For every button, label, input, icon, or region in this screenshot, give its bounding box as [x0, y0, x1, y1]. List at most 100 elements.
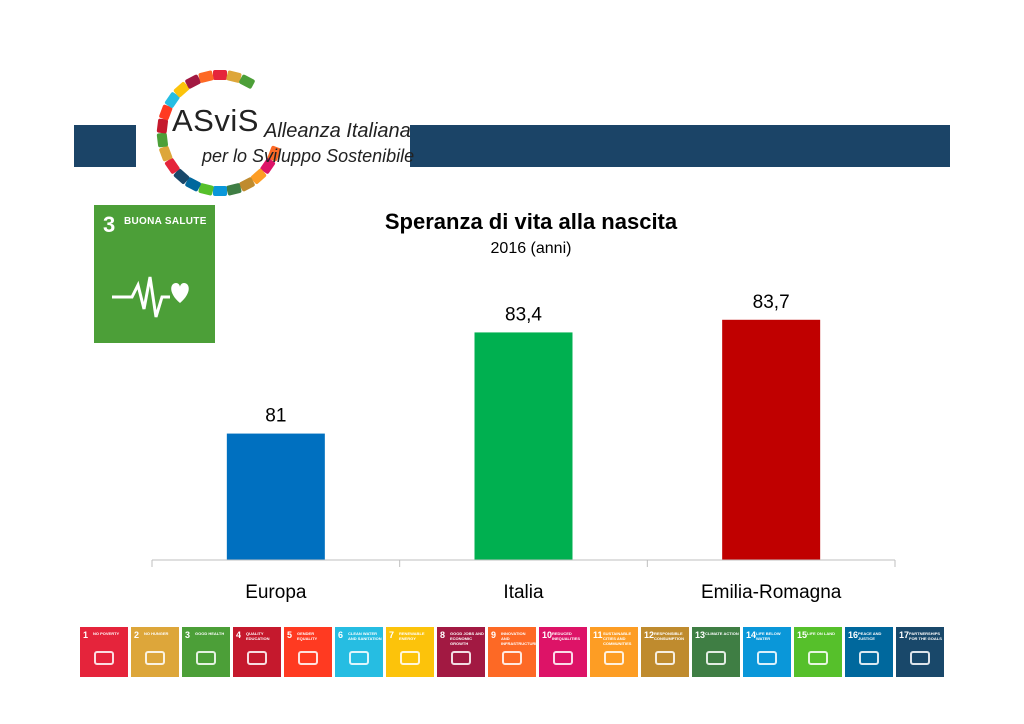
- sdg-tile-number: 5: [287, 630, 293, 640]
- data-label: 83,7: [753, 292, 790, 313]
- sdg-tile-14: 14 LIFE BELOW WATER: [743, 627, 791, 677]
- sdg-tile-number: 8: [440, 630, 446, 640]
- logo-ring-segment: [156, 132, 169, 148]
- rings-icon: [910, 651, 930, 665]
- bar-italia: [474, 332, 573, 560]
- sdg-tile-number: 10: [542, 630, 553, 640]
- category-label: Italia: [503, 582, 544, 603]
- data-label: 81: [265, 406, 286, 427]
- bowl-icon: [145, 651, 165, 665]
- tree-icon: [808, 651, 828, 665]
- logo-ring-segment: [159, 145, 173, 162]
- sdg-goals-strip: 1 NO POVERTY 2 NO HUNGER 3 GOOD HEALTH 4 QUALIT…: [80, 627, 944, 677]
- sdg-tile-12: 12 RESPONSIBLE CONSUMPTION: [641, 627, 689, 677]
- growth-chart-icon: [451, 651, 471, 665]
- chart-title: Speranza di vita alla nascita: [385, 209, 678, 234]
- sdg-tile-8: 8 GOOD JOBS AND ECONOMIC GROWTH: [437, 627, 485, 677]
- logo-ring-segment: [226, 70, 242, 83]
- logo-ring-icon: [156, 70, 281, 196]
- sdg-badge-label: BUONA SALUTE: [124, 216, 207, 227]
- category-label: Europa: [245, 582, 307, 603]
- chart-subtitle: 2016 (anni): [491, 240, 572, 257]
- sdg-tile-label: INNOVATION AND INFRASTRUCTURE: [501, 631, 538, 646]
- logo-ring-segment: [213, 70, 227, 80]
- equality-icon: [553, 651, 573, 665]
- logo-line1: Alleanza Italiana: [264, 120, 411, 142]
- sdg-tile-label: NO HUNGER: [144, 631, 169, 636]
- logo-ring-segment: [164, 158, 180, 174]
- logo-ring-segment: [239, 177, 255, 192]
- sdg-tile-number: 9: [491, 630, 497, 640]
- sdg-tile-label: RENEWABLE ENERGY: [399, 631, 425, 641]
- sdg-tile-label: GOOD HEALTH: [195, 631, 225, 636]
- sdg-tile-9: 9 INNOVATION AND INFRASTRUCTURE: [488, 627, 538, 677]
- sdg-tile-number: 17: [899, 630, 910, 640]
- sdg-tile-6: 6 CLEAN WATER AND SANITATION: [335, 627, 383, 677]
- asvis-logo: [120, 55, 440, 205]
- sdg-tile-number: 1: [83, 630, 89, 640]
- x-axis: Europa Italia Emilia-Romagna: [151, 559, 896, 603]
- sdg-tile-number: 14: [746, 630, 757, 640]
- infinity-icon: [655, 651, 675, 665]
- dove-icon: [859, 651, 879, 665]
- sdg-tile-label: CLIMATE ACTION: [705, 631, 739, 636]
- logo-ring-segment: [156, 118, 169, 134]
- bar-europa: [226, 433, 325, 560]
- logo-ring-segment: [173, 168, 190, 184]
- data-label: 83,4: [505, 304, 542, 325]
- sdg-tile-number: 7: [389, 630, 395, 640]
- sdg-tile-label: GOOD JOBS AND ECONOMIC GROWTH: [450, 631, 484, 646]
- logo-ring-segment: [198, 183, 214, 196]
- sdg-tile-label: QUALITY EDUCATION: [246, 631, 270, 641]
- sdg-tile-label: LIFE BELOW WATER: [756, 631, 781, 641]
- sdg-tile-11: 11 SUSTAINABLE CITIES AND COMMUNITIES: [590, 627, 638, 677]
- logo-ring-segment: [185, 177, 201, 192]
- sdg-tile-number: 11: [593, 630, 603, 640]
- fish-icon: [757, 651, 777, 665]
- sdg-tile-label: RESPONSIBLE CONSUMPTION: [654, 631, 684, 641]
- water-icon: [349, 651, 369, 665]
- sdg-tile-label: CLEAN WATER AND SANITATION: [348, 631, 382, 641]
- people-icon: [94, 651, 114, 665]
- sdg-tile-5: 5 GENDER EQUALITY: [284, 627, 332, 677]
- logo-ring-segment: [239, 74, 255, 89]
- sdg-tile-17: 17 PARTNERSHIPS FOR THE GOALS: [896, 627, 944, 677]
- sdg-tile-label: PARTNERSHIPS FOR THE GOALS: [909, 631, 942, 641]
- logo-ring-segment: [226, 183, 242, 196]
- eye-icon: [706, 651, 726, 665]
- logo-ring-segment: [267, 145, 281, 162]
- sdg-tile-number: 3: [185, 630, 191, 640]
- sdg-tile-number: 13: [695, 630, 706, 640]
- category-label: Emilia-Romagna: [701, 582, 842, 603]
- sdg-tile-number: 4: [236, 630, 242, 640]
- sdg-tile-number: 15: [797, 630, 808, 640]
- header-band-right: [410, 125, 950, 167]
- sdg-tile-label: PEACE AND JUSTICE: [858, 631, 882, 641]
- sdg-tile-10: 10 REDUCED INEQUALITIES: [539, 627, 587, 677]
- sdg-tile-7: 7 RENEWABLE ENERGY: [386, 627, 434, 677]
- sdg-tile-number: 16: [848, 630, 859, 640]
- sdg-tile-4: 4 QUALITY EDUCATION: [233, 627, 281, 677]
- bars-group: 81 83,4 83,7: [226, 292, 821, 560]
- logo-brand: ASviS: [172, 103, 259, 138]
- heartbeat-icon: [196, 651, 216, 665]
- logo-ring-segment: [185, 74, 201, 89]
- logo-ring-segment: [213, 186, 227, 196]
- sdg-tile-16: 16 PEACE AND JUSTICE: [845, 627, 893, 677]
- sdg-tile-15: 15 LIFE ON LAND: [794, 627, 842, 677]
- logo-ring-segment: [260, 158, 276, 174]
- sdg-tile-number: 6: [338, 630, 344, 640]
- header-band-left: [74, 125, 136, 167]
- book-icon: [247, 651, 267, 665]
- cubes-icon: [502, 651, 522, 665]
- sdg-tile-number: 12: [644, 630, 655, 640]
- sdg-tile-number: 2: [134, 630, 140, 640]
- logo-ring-segment: [173, 82, 190, 98]
- city-icon: [604, 651, 624, 665]
- sdg-tile-13: 13 CLIMATE ACTION: [692, 627, 740, 677]
- gender-icon: [298, 651, 318, 665]
- logo-ring-segment: [250, 168, 267, 184]
- bar-emilia-romagna: [722, 319, 821, 560]
- logo-ring-segment: [164, 92, 180, 108]
